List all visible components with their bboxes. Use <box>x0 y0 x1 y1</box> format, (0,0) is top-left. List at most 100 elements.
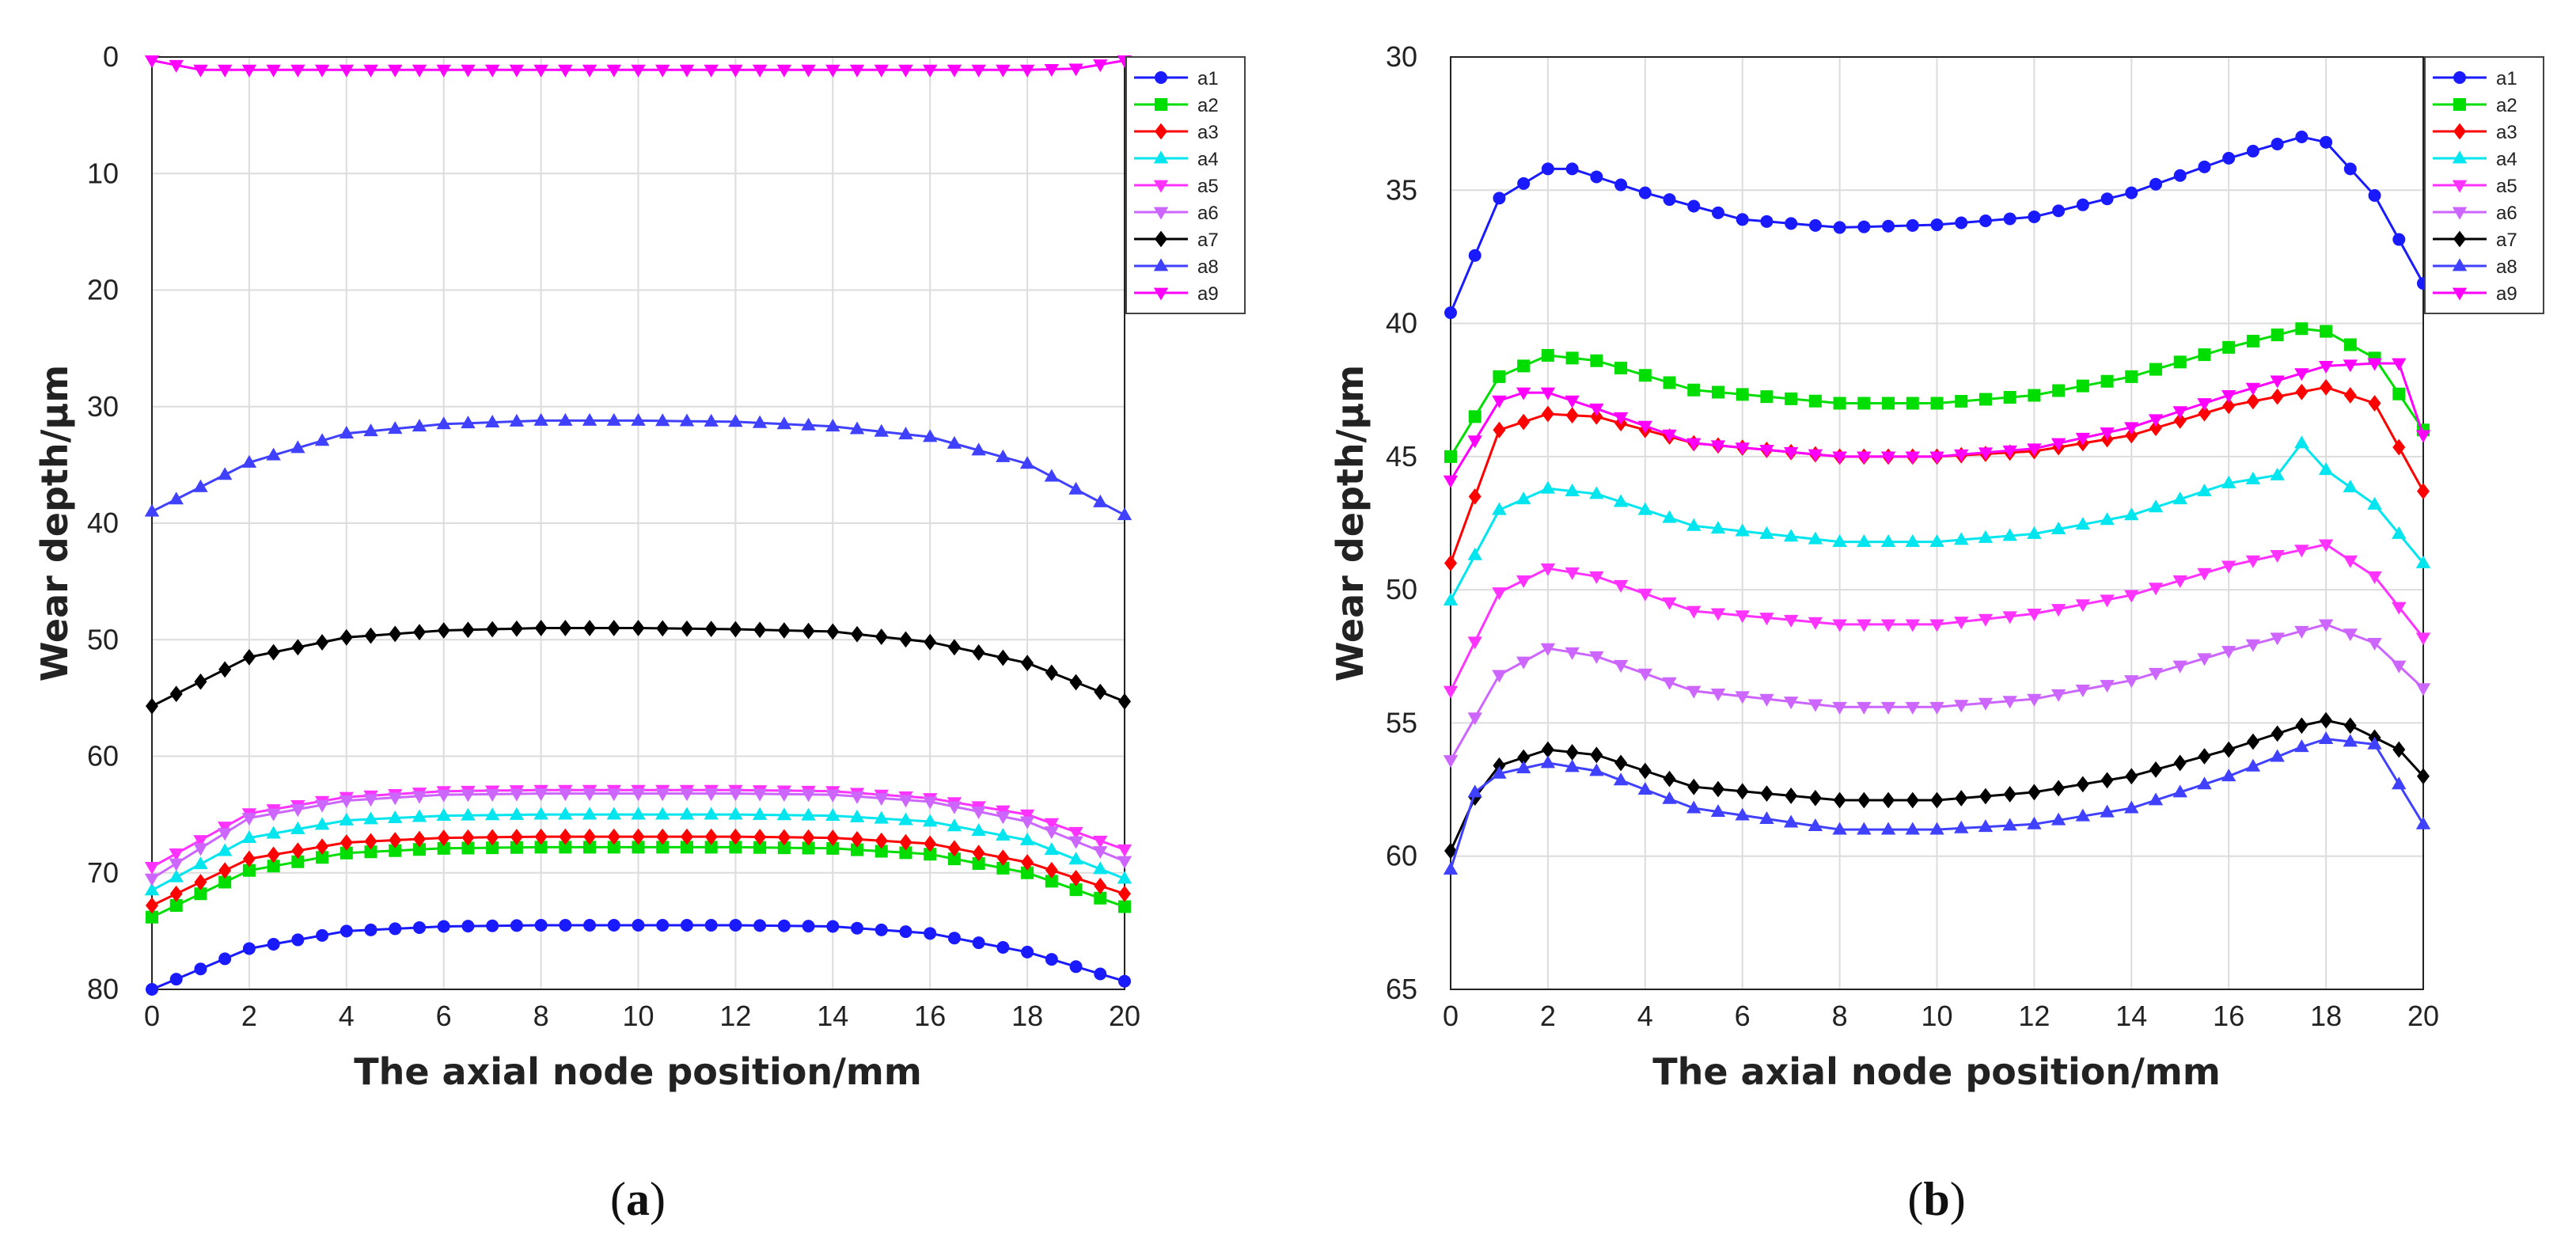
data-point-a5 <box>1759 613 1774 626</box>
data-point-a9 <box>558 64 573 78</box>
data-point-a6 <box>898 795 913 808</box>
data-point-a8 <box>898 427 913 440</box>
data-point-a8 <box>1492 765 1507 779</box>
data-point-a5 <box>2367 571 2382 584</box>
data-point-a2 <box>2003 390 2016 404</box>
data-point-a4 <box>1808 531 1823 545</box>
data-point-a1 <box>1882 219 1895 233</box>
data-point-a8 <box>655 413 670 427</box>
data-point-a4 <box>1044 842 1060 856</box>
data-point-a2 <box>242 864 256 877</box>
data-point-a2 <box>2295 322 2309 336</box>
data-point-a1 <box>851 921 864 935</box>
data-point-a9 <box>1954 449 1969 462</box>
legend-item-a7: a7 <box>1134 230 1219 251</box>
data-point-a6 <box>1589 651 1604 664</box>
data-point-a4 <box>752 807 768 820</box>
data-point-a7 <box>1094 683 1107 700</box>
data-point-a1 <box>412 920 426 934</box>
data-point-a2 <box>729 841 742 854</box>
data-point-a3 <box>461 829 475 846</box>
data-point-a7 <box>267 643 280 661</box>
data-point-a8 <box>2415 816 2431 829</box>
legend-label: a6 <box>2496 203 2517 224</box>
series-a4 <box>1443 435 2431 606</box>
data-point-a8 <box>1880 822 1896 835</box>
data-point-a4 <box>1832 533 1847 547</box>
data-point-a3 <box>632 828 645 845</box>
data-point-a2 <box>2028 389 2041 402</box>
data-point-a2 <box>1094 891 1107 905</box>
data-point-a7 <box>412 624 426 641</box>
data-point-a8 <box>1735 807 1750 821</box>
data-point-a7 <box>972 644 985 661</box>
legend-label: a5 <box>2496 176 2517 197</box>
data-point-a2 <box>802 841 815 855</box>
legend-item-a2: a2 <box>2433 95 2517 116</box>
y-tick-label: 40 <box>87 507 119 539</box>
data-point-a7 <box>1069 674 1083 691</box>
data-point-a3 <box>729 828 742 845</box>
x-tick-label: 16 <box>2213 1000 2244 1032</box>
y-tick-label: 30 <box>87 390 119 423</box>
data-point-a1 <box>1687 199 1701 213</box>
x-tick-label: 8 <box>1832 1000 1848 1032</box>
data-point-a9 <box>290 64 305 78</box>
data-point-a3 <box>2343 387 2357 404</box>
data-point-a4 <box>412 809 427 822</box>
legend-marker <box>1153 287 1169 301</box>
data-point-a4 <box>704 807 719 820</box>
data-point-a4 <box>2027 526 2042 539</box>
data-point-a1 <box>2246 144 2259 158</box>
data-point-a3 <box>851 831 864 848</box>
data-point-a4 <box>1443 593 1459 606</box>
data-point-a4 <box>533 807 548 820</box>
data-point-a3 <box>559 828 572 845</box>
data-point-a4 <box>631 807 646 820</box>
data-point-a8 <box>241 454 257 468</box>
data-point-a3 <box>2295 383 2309 400</box>
grid-b <box>1450 56 2424 990</box>
data-point-a1 <box>267 937 280 951</box>
data-point-a7 <box>2028 784 2041 801</box>
data-point-a2 <box>2100 374 2114 388</box>
data-point-a7 <box>874 628 888 645</box>
series-group-a <box>144 55 1132 996</box>
data-point-a8 <box>217 467 233 480</box>
data-point-a2 <box>704 841 718 854</box>
data-point-a7 <box>1638 762 1652 780</box>
data-point-a2 <box>753 841 767 854</box>
data-point-a9 <box>2392 358 2407 371</box>
data-point-a9 <box>2124 422 2139 435</box>
data-point-a4 <box>388 810 403 823</box>
data-point-a6 <box>2075 684 2091 697</box>
data-point-a8 <box>1044 469 1060 482</box>
data-point-a1 <box>1906 218 1919 232</box>
data-point-a5 <box>2075 599 2091 613</box>
data-point-a2 <box>680 841 693 854</box>
data-point-a5 <box>2100 594 2115 608</box>
data-point-a8 <box>606 412 621 426</box>
series-a5 <box>1443 539 2431 699</box>
data-point-a1 <box>704 919 718 932</box>
data-point-a6 <box>363 794 378 807</box>
data-point-a2 <box>2125 370 2138 383</box>
legend-label: a5 <box>1197 176 1219 197</box>
data-point-a4 <box>2197 484 2212 497</box>
legend-label: a4 <box>2496 149 2517 170</box>
data-point-a6 <box>2221 646 2236 659</box>
data-point-a8 <box>2221 769 2236 782</box>
data-point-a5 <box>1662 597 1677 610</box>
data-point-a3 <box>1468 488 1481 505</box>
data-point-a4 <box>2270 467 2285 480</box>
data-point-a3 <box>1565 407 1579 424</box>
data-point-a2 <box>1760 390 1774 404</box>
data-point-a5 <box>2245 555 2261 568</box>
data-point-a2 <box>1468 410 1481 423</box>
data-point-a2 <box>1906 397 1919 410</box>
x-tick-label: 12 <box>2018 1000 2050 1032</box>
data-point-a4 <box>484 807 500 821</box>
data-point-a2 <box>947 852 961 866</box>
data-point-a2 <box>2173 355 2187 369</box>
legend-marker <box>1153 150 1169 164</box>
